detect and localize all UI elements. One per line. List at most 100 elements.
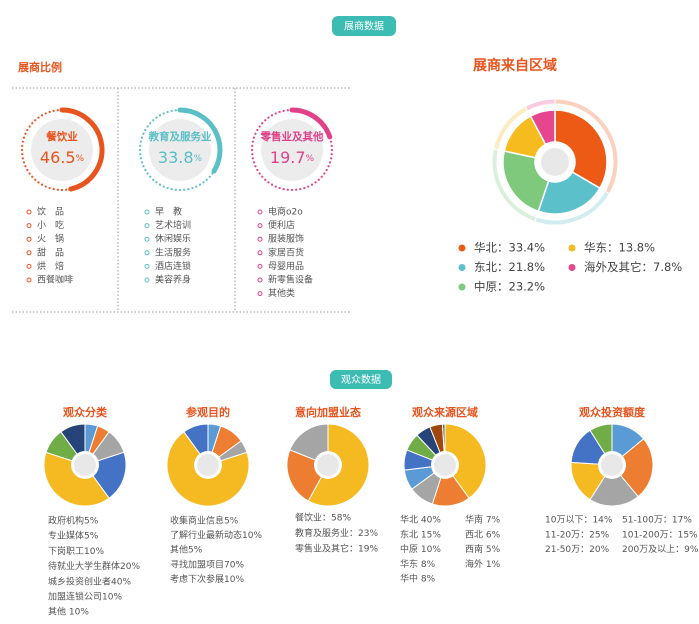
legend-label: 101-200万：15% bbox=[622, 530, 698, 540]
bullet bbox=[144, 236, 150, 242]
ring-dot bbox=[264, 178, 267, 181]
legend-label: 零售业及其它：19% bbox=[295, 543, 378, 555]
ring-dot bbox=[307, 185, 310, 188]
ring-dot bbox=[24, 132, 27, 135]
ring-dot bbox=[170, 109, 173, 112]
ring-dot bbox=[152, 178, 155, 181]
bullet bbox=[257, 250, 263, 256]
badge bbox=[330, 370, 392, 389]
legend-label: 中原 10% bbox=[400, 543, 441, 555]
ring-dot bbox=[264, 119, 267, 122]
bullet bbox=[144, 277, 150, 283]
ring-dot bbox=[44, 112, 47, 115]
pie-center bbox=[74, 454, 96, 476]
legend-label: 寻找加盟项目70% bbox=[170, 558, 244, 570]
pie-slice bbox=[444, 423, 487, 499]
ring-dot bbox=[320, 175, 323, 178]
donut-outer bbox=[524, 98, 556, 112]
ring-dot bbox=[21, 144, 24, 147]
ring-dot bbox=[198, 183, 202, 186]
ring-dot bbox=[327, 165, 330, 168]
legend-label: 西北 6% bbox=[465, 529, 501, 540]
ring-center bbox=[261, 119, 323, 181]
ring-dot bbox=[21, 140, 24, 143]
ring-dot bbox=[22, 161, 26, 164]
ring-dot bbox=[162, 112, 165, 115]
ring-dot bbox=[295, 188, 298, 191]
ring-dot bbox=[286, 109, 289, 112]
ring-dot bbox=[330, 148, 334, 152]
ring-dot bbox=[155, 181, 158, 184]
badge bbox=[332, 16, 396, 36]
ring-dot bbox=[21, 157, 24, 160]
list-item: 家居百货 bbox=[268, 246, 304, 258]
ring-dot bbox=[44, 185, 47, 188]
ring-dot bbox=[152, 119, 155, 122]
ring-value-number: 19.7 bbox=[270, 148, 306, 167]
list-item: 其他类 bbox=[268, 287, 295, 299]
ring-dot bbox=[22, 136, 26, 139]
section-title: 展商比例 bbox=[17, 60, 62, 74]
ring-dot bbox=[261, 175, 264, 178]
bullet bbox=[257, 236, 263, 242]
ring-dot bbox=[191, 186, 194, 190]
list-item: 早 教 bbox=[155, 206, 182, 218]
section-title: 展商来自区域 bbox=[473, 57, 557, 74]
ring-dot bbox=[195, 185, 198, 188]
ring-dot bbox=[28, 172, 31, 175]
legend-label: 待就业大学生群体20% bbox=[48, 560, 140, 572]
donut-slice bbox=[529, 109, 556, 146]
bullet bbox=[26, 223, 32, 229]
legend-label: 华东 8% bbox=[400, 558, 436, 570]
ring-dot bbox=[26, 168, 29, 172]
legend-dot bbox=[457, 243, 467, 253]
ring-dot bbox=[31, 175, 34, 178]
bullet bbox=[257, 277, 263, 283]
ring-dot bbox=[34, 178, 37, 181]
list-item: 酒店连锁 bbox=[155, 260, 191, 272]
list-item: 艺术培训 bbox=[155, 219, 191, 231]
list-item: 电商o2o bbox=[268, 206, 303, 218]
legend-label: 政府机构5% bbox=[48, 515, 99, 527]
ring-dot bbox=[250, 148, 254, 152]
legend-label: 华东：13.8% bbox=[584, 241, 655, 255]
legend-label: 其他 10% bbox=[48, 606, 89, 618]
ring-dot bbox=[174, 188, 177, 191]
pie-slice bbox=[611, 438, 654, 498]
ring-arc bbox=[59, 107, 105, 192]
ring-dot bbox=[202, 181, 205, 184]
chart-title: 观众投资额度 bbox=[579, 405, 646, 419]
bullet bbox=[144, 209, 150, 215]
legend-label: 200万及以上：9% bbox=[622, 544, 699, 555]
legend-label: 教育及服务业：23% bbox=[295, 527, 378, 539]
ring-dot bbox=[139, 140, 142, 143]
legend-dot bbox=[567, 263, 577, 272]
ring-value-unit: % bbox=[76, 154, 85, 164]
ring-dot bbox=[140, 161, 144, 164]
ring-dot bbox=[174, 109, 177, 112]
legend-label: 华北：33.4% bbox=[474, 241, 545, 255]
ring-dot bbox=[60, 188, 64, 192]
ring-dot bbox=[52, 188, 55, 191]
legend-label: 华南 7% bbox=[465, 514, 501, 526]
ring-value: 19.7% bbox=[270, 148, 315, 167]
ring-dot bbox=[139, 153, 142, 156]
ring-dot bbox=[310, 183, 314, 186]
ring-dot bbox=[256, 168, 259, 172]
ring-dot bbox=[267, 116, 270, 119]
list-item: 甜 品 bbox=[37, 246, 64, 258]
ring-dot bbox=[251, 153, 254, 156]
ring-dot bbox=[205, 178, 208, 181]
ring-center bbox=[149, 119, 211, 181]
ring-dot bbox=[183, 188, 186, 191]
ring-value: 46.5% bbox=[40, 148, 85, 167]
legend-label: 西南 5% bbox=[465, 543, 501, 555]
list-item: 便利店 bbox=[268, 219, 295, 231]
ring-dot bbox=[323, 172, 326, 175]
ring-label: 教育及服务业 bbox=[148, 130, 212, 143]
ring-dot bbox=[299, 188, 302, 191]
bullet bbox=[144, 250, 150, 256]
ring-dot bbox=[142, 132, 145, 135]
ring-dot bbox=[270, 183, 274, 186]
